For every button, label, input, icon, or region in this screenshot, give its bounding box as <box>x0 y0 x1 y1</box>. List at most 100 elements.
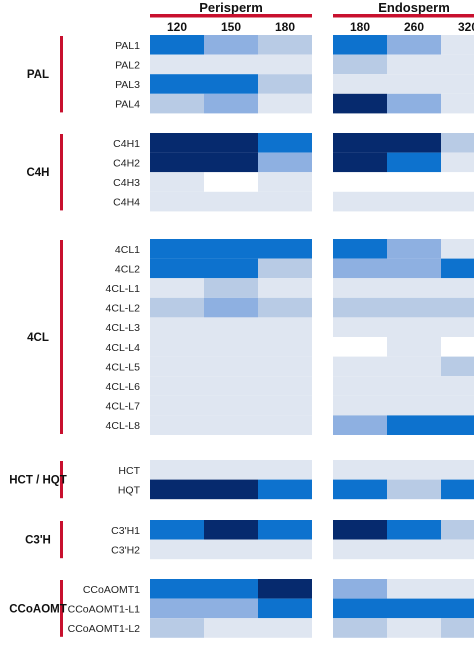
gene-label: 4CL-L2 <box>106 303 141 315</box>
heatmap-cell <box>150 395 204 416</box>
gene-label: 4CL1 <box>115 244 140 256</box>
heatmap-cell <box>333 74 387 94</box>
gene-label: 4CL-L4 <box>106 342 141 354</box>
heatmap-cell <box>333 415 387 435</box>
heatmap-cell <box>387 618 441 638</box>
gene-label: C3'H2 <box>111 544 140 556</box>
heatmap-cell <box>204 479 258 500</box>
gene-label: HQT <box>118 484 141 496</box>
heatmap-cell <box>258 258 312 279</box>
heatmap-cell <box>387 297 441 318</box>
heatmap-cell <box>333 297 387 318</box>
heatmap-cell <box>387 479 441 500</box>
gene-label: PAL3 <box>115 79 140 91</box>
gene-label: 4CL2 <box>115 263 140 275</box>
heatmap-cell <box>441 297 474 318</box>
heatmap-cell <box>150 317 204 337</box>
heatmap-cell <box>150 337 204 357</box>
heatmap-cell <box>258 618 312 638</box>
heatmap-cell <box>204 297 258 318</box>
heatmap-cell <box>441 395 474 416</box>
gene-label: C3'H1 <box>111 525 140 537</box>
heatmap-cell <box>333 376 387 396</box>
gene-label: PAL1 <box>115 40 140 52</box>
heatmap-cell <box>387 356 441 377</box>
heatmap-cell <box>150 520 204 540</box>
heatmap-cell <box>333 133 387 153</box>
heatmap-cell <box>204 337 258 357</box>
gene-label: 4CL-L5 <box>106 361 141 373</box>
heatmap-cell <box>204 539 258 560</box>
heatmap-cell <box>387 54 441 75</box>
heatmap-cell <box>204 239 258 259</box>
heatmap-cell <box>441 356 474 377</box>
heatmap-cell <box>204 278 258 298</box>
heatmap-cell <box>441 415 474 435</box>
heatmap-cell <box>387 152 441 173</box>
heatmap-cell <box>441 35 474 55</box>
heatmap-cell <box>258 395 312 416</box>
heatmap-cell <box>150 172 204 192</box>
heatmap-cell <box>204 520 258 540</box>
heatmap-cell <box>150 356 204 377</box>
heatmap-cell <box>387 191 441 212</box>
heatmap-cell <box>387 395 441 416</box>
heatmap-cell <box>333 191 387 212</box>
group-label: PAL <box>27 69 49 81</box>
heatmap-cell <box>258 520 312 540</box>
heatmap-cell <box>150 376 204 396</box>
heatmap-cell <box>150 598 204 619</box>
panel-title-endosperm: Endosperm <box>378 0 450 15</box>
heatmap-cell <box>150 35 204 55</box>
heatmap-cell <box>333 579 387 599</box>
heatmap-cell <box>150 618 204 638</box>
heatmap-cell <box>150 460 204 480</box>
gene-label: 4CL-L3 <box>106 322 141 334</box>
heatmap-cell <box>150 74 204 94</box>
gene-label: 4CL-L8 <box>106 420 141 432</box>
heatmap-cell <box>258 239 312 259</box>
group-label: 4CL <box>27 332 49 344</box>
heatmap-cell <box>333 35 387 55</box>
heatmap-cell <box>387 598 441 619</box>
group-bar <box>60 580 63 637</box>
gene-label: C4H3 <box>113 177 140 189</box>
heatmap-cell <box>258 191 312 212</box>
heatmap-cell <box>441 460 474 480</box>
heatmap-cell <box>258 337 312 357</box>
heatmap-cell <box>258 579 312 599</box>
heatmap-cell <box>204 152 258 173</box>
heatmap-cell <box>150 297 204 318</box>
group-label: CCoAOMT <box>9 603 67 615</box>
heatmap-cell <box>258 74 312 94</box>
heatmap-cell <box>150 258 204 279</box>
gene-label: HCT <box>118 465 140 477</box>
column-label: 180 <box>275 20 295 34</box>
heatmap-cell <box>204 54 258 75</box>
heatmap-cell <box>333 460 387 480</box>
column-label: 260 <box>404 20 424 34</box>
gene-label: CCoAOMT1 <box>83 584 140 596</box>
heatmap-cell <box>258 93 312 114</box>
heatmap-cell <box>387 74 441 94</box>
heatmap-cell <box>387 317 441 337</box>
gene-label: 4CL-L6 <box>106 381 141 393</box>
heatmap-cell <box>258 376 312 396</box>
heatmap-cell <box>204 618 258 638</box>
gene-label: C4H4 <box>113 197 140 209</box>
heatmap-cell <box>204 172 258 192</box>
heatmap-cell <box>441 618 474 638</box>
heatmap-cell <box>258 317 312 337</box>
heatmap-cell <box>150 152 204 173</box>
gene-label: PAL4 <box>115 99 140 111</box>
heatmap-cell <box>441 172 474 192</box>
heatmap-cell <box>204 460 258 480</box>
heatmap-cell <box>150 479 204 500</box>
heatmap-cell <box>387 415 441 435</box>
heatmap-cell <box>204 93 258 114</box>
heatmap-cell <box>258 278 312 298</box>
heatmap-cell <box>387 278 441 298</box>
heatmap-cell <box>441 258 474 279</box>
